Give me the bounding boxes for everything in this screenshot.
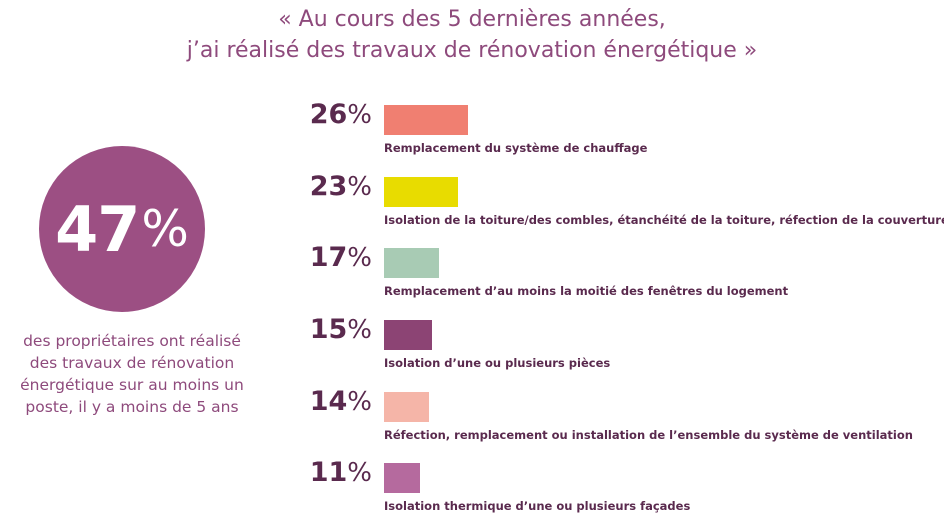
value-number: 11	[309, 457, 348, 488]
desc-line: énergétique sur au moins un	[20, 376, 244, 394]
value-label: 11%	[296, 457, 372, 488]
value-unit: %	[347, 458, 372, 488]
bar	[384, 105, 468, 135]
category-label: Remplacement d’au moins la moitié des fe…	[384, 284, 789, 298]
desc-line: des propriétaires ont réalisé	[23, 332, 241, 350]
desc-line: poste, il y a moins de 5 ans	[25, 398, 239, 416]
value-label: 15%	[296, 314, 372, 345]
value-unit: %	[347, 172, 372, 202]
highlight-unit: %	[141, 200, 189, 258]
highlight-circle: 47%	[39, 146, 205, 312]
bar	[384, 177, 459, 207]
category-label: Isolation thermique d’une ou plusieurs f…	[384, 499, 691, 513]
bar	[384, 463, 420, 493]
value-label: 26%	[296, 99, 372, 130]
highlight-description: des propriétaires ont réalisé des travau…	[0, 330, 264, 418]
category-label: Isolation d’une ou plusieurs pièces	[384, 356, 611, 370]
desc-line: des travaux de rénovation	[29, 354, 235, 372]
value-number: 15	[309, 314, 348, 345]
value-unit: %	[347, 387, 372, 417]
highlight-value: 47	[55, 192, 140, 266]
bar	[384, 248, 439, 278]
value-number: 14	[309, 386, 348, 417]
bar	[384, 392, 430, 422]
title-line-2: j’ai réalisé des travaux de rénovation é…	[186, 38, 758, 63]
category-label: Réfection, remplacement ou installation …	[384, 428, 913, 442]
chart-title: « Au cours des 5 dernières années, j’ai …	[0, 4, 944, 66]
value-number: 23	[309, 171, 348, 202]
value-label: 14%	[296, 386, 372, 417]
value-number: 26	[309, 99, 348, 130]
value-number: 17	[309, 242, 348, 273]
category-label: Isolation de la toiture/des combles, éta…	[384, 213, 944, 227]
value-label: 23%	[296, 171, 372, 202]
title-line-1: « Au cours des 5 dernières années,	[278, 7, 666, 32]
value-unit: %	[347, 243, 372, 273]
value-label: 17%	[296, 242, 372, 273]
value-unit: %	[347, 100, 372, 130]
value-unit: %	[347, 315, 372, 345]
category-label: Remplacement du système de chauffage	[384, 141, 648, 155]
bar	[384, 320, 433, 350]
